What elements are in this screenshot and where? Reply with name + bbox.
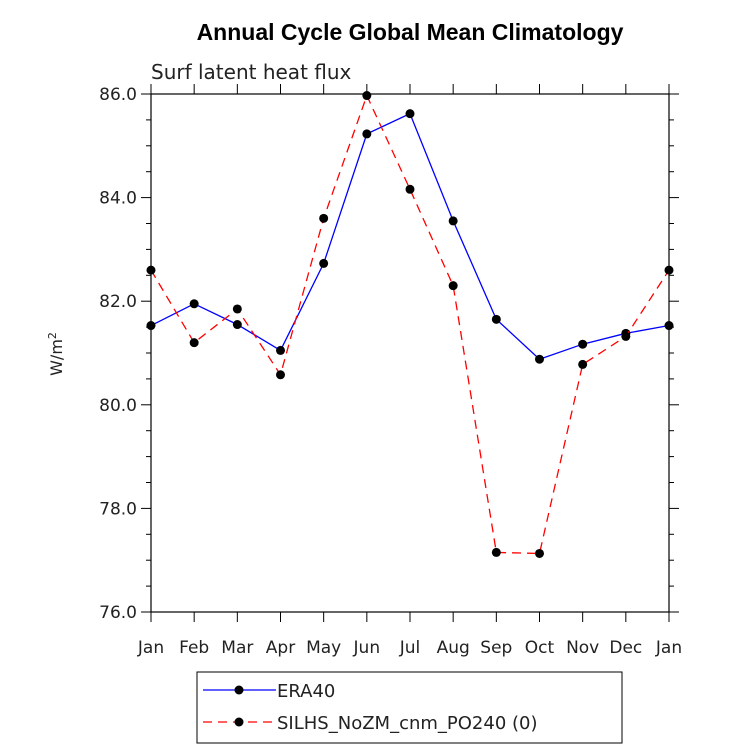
x-tick-label: Jan <box>655 638 682 658</box>
legend-box <box>196 671 623 744</box>
series-line <box>150 112 670 360</box>
y-tick-label: 78.0 <box>99 499 137 519</box>
data-point <box>664 321 674 331</box>
data-point <box>405 184 415 194</box>
chart-subtitle: Surf latent heat flux <box>151 60 352 84</box>
y-axis-label: W/m2 <box>46 332 66 376</box>
data-point <box>448 216 458 226</box>
legend-marker <box>234 685 244 695</box>
y-tick-label: 76.0 <box>99 603 137 623</box>
data-point <box>319 258 329 268</box>
plot-frame <box>150 93 670 613</box>
data-point <box>146 265 156 275</box>
data-point <box>491 547 501 557</box>
data-point <box>664 265 674 275</box>
legend-marker <box>234 717 244 727</box>
data-point <box>405 109 415 119</box>
data-point <box>621 331 631 341</box>
data-point <box>232 320 242 330</box>
y-tick-label: 84.0 <box>99 189 137 209</box>
series-layer <box>146 91 674 558</box>
x-tick-label: Feb <box>179 638 209 658</box>
data-point <box>491 314 501 324</box>
x-tick-label: Sep <box>480 638 512 658</box>
series-line <box>150 93 670 555</box>
data-point <box>276 370 285 380</box>
data-point <box>535 354 544 364</box>
x-tick-label: Jun <box>353 638 381 658</box>
legend-label: SILHS_NoZM_cnm_PO240 (0) <box>277 713 538 734</box>
x-tick-label: Oct <box>525 638 555 658</box>
chart-title: Annual Cycle Global Mean Climatology <box>197 19 624 45</box>
data-point <box>276 345 285 355</box>
x-tick-label: Nov <box>566 638 599 658</box>
x-tick-label: Apr <box>266 638 295 658</box>
x-tick-label: May <box>306 638 341 658</box>
y-tick-label: 80.0 <box>99 396 137 416</box>
data-point <box>362 91 372 101</box>
data-point <box>189 338 199 348</box>
x-tick-label: Mar <box>221 638 253 658</box>
data-point <box>578 359 588 369</box>
y-tick-label: 86.0 <box>99 85 137 105</box>
legend: ERA40 SILHS_NoZM_cnm_PO240 (0) <box>196 671 623 744</box>
x-tick-label: Aug <box>437 638 470 658</box>
y-axis-label-superscript: 2 <box>46 332 59 339</box>
data-point <box>319 213 329 223</box>
data-point <box>535 548 544 558</box>
legend-label: ERA40 <box>277 681 335 702</box>
y-tick-label: 82.0 <box>99 292 137 312</box>
data-point <box>189 299 199 309</box>
y-axis-label-text: W/m <box>47 339 66 376</box>
data-point <box>362 129 372 139</box>
x-tick-label: Dec <box>609 638 642 658</box>
x-tick-label: Jul <box>399 638 421 658</box>
x-tick-label: Jan <box>137 638 164 658</box>
series-2 <box>146 91 674 558</box>
data-point <box>232 304 242 314</box>
series-1 <box>146 109 674 364</box>
data-point <box>146 321 156 331</box>
data-point <box>448 281 458 291</box>
axes: 76.0 78.0 80.0 82.0 84.0 86.0 Jan Feb Mar Apr May J… <box>99 84 682 658</box>
data-point <box>578 339 588 349</box>
